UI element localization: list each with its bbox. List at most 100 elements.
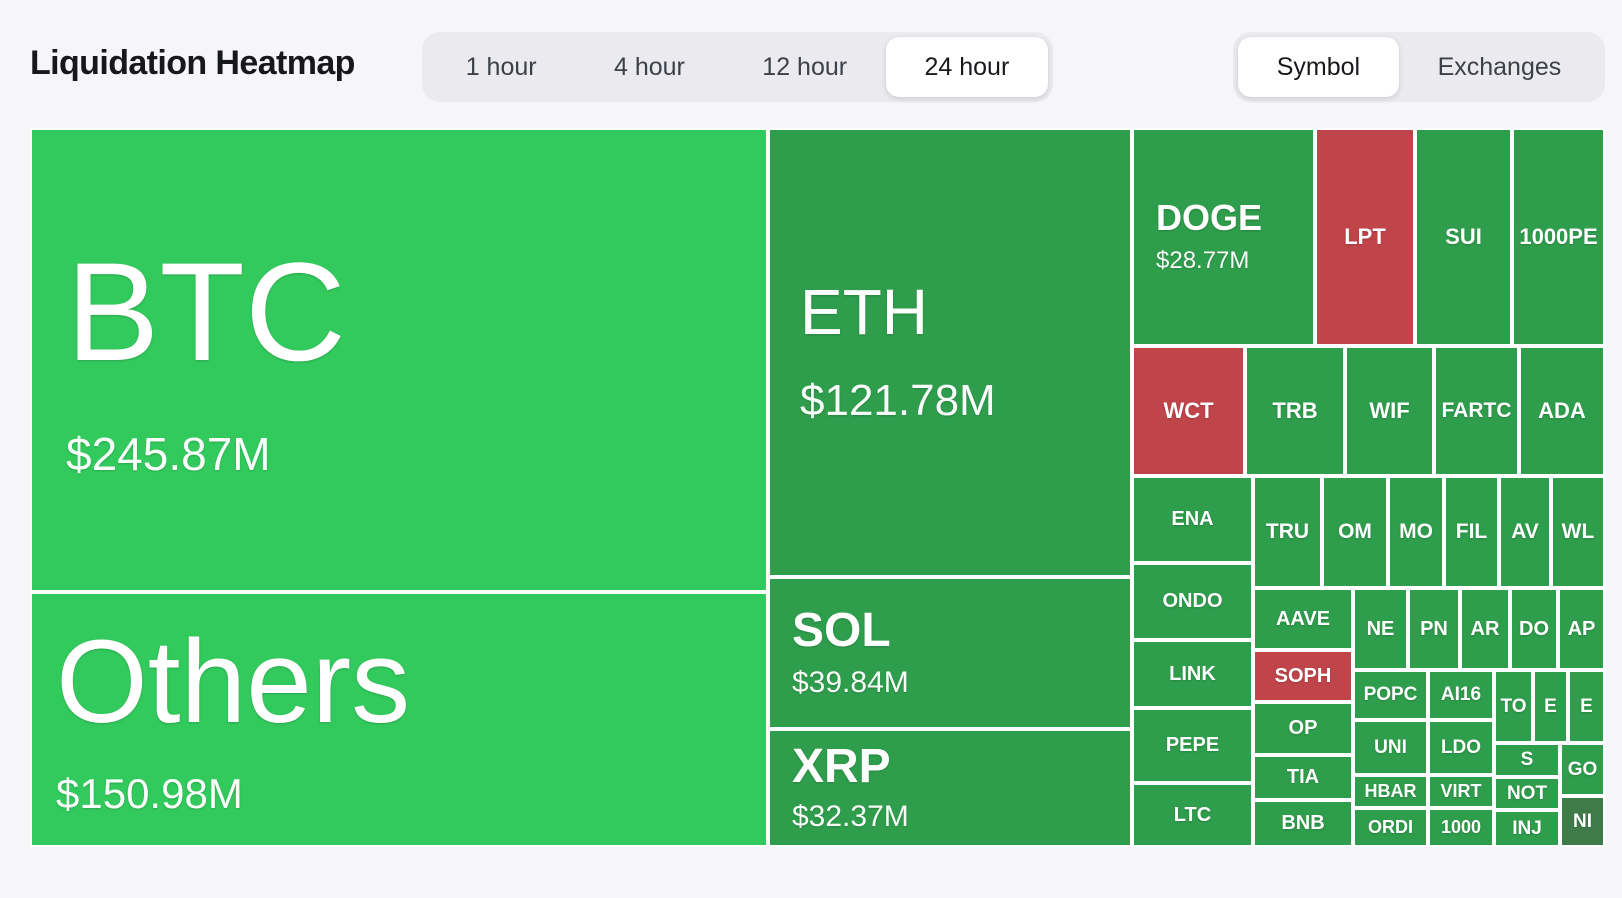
tile-not[interactable]: NOT: [1494, 777, 1560, 810]
tile-virt[interactable]: VIRT: [1428, 775, 1494, 808]
tile-symbol-label: 1000: [1440, 817, 1482, 838]
tile-symbol-label: AP: [1567, 617, 1596, 640]
tile-eth[interactable]: ETH $121.78M: [768, 128, 1132, 577]
tile-symbol-label: INJ: [1512, 817, 1542, 839]
tile-ai16[interactable]: AI16: [1428, 670, 1494, 720]
tile-ena[interactable]: ENA: [1132, 476, 1253, 563]
tile-om[interactable]: OM: [1322, 476, 1388, 588]
tile-symbol-label: SOPH: [1274, 664, 1332, 687]
tile-symbol-label: ONDO: [1162, 590, 1223, 613]
tile-ordi[interactable]: ORDI: [1353, 808, 1428, 847]
tile-ne[interactable]: NE: [1353, 588, 1408, 670]
tile-pepe[interactable]: PEPE: [1132, 708, 1253, 783]
tile-wif[interactable]: WIF: [1345, 346, 1434, 476]
tile-ltc[interactable]: LTC: [1132, 783, 1253, 847]
tile-inj[interactable]: INJ: [1494, 810, 1560, 847]
tile-popc[interactable]: POPC: [1353, 670, 1428, 720]
tile-symbol-label: LTC: [1173, 803, 1212, 826]
tile-trb[interactable]: TRB: [1245, 346, 1345, 476]
view-segmented-control: Symbol Exchanges: [1233, 32, 1605, 102]
tile-soph[interactable]: SOPH: [1253, 650, 1353, 702]
tile-symbol-label: E: [1580, 695, 1593, 717]
tile-bnb[interactable]: BNB: [1253, 800, 1353, 847]
tile-symbol-label: LPT: [1344, 223, 1386, 249]
tile-symbol-label: Others: [56, 616, 411, 749]
tile-sol[interactable]: SOL $39.84M: [768, 577, 1132, 729]
tile-ar[interactable]: AR: [1460, 588, 1510, 670]
tile-symbol-label: ETH: [800, 276, 928, 349]
tile-ada[interactable]: ADA: [1519, 346, 1605, 476]
view-tab-exchanges[interactable]: Exchanges: [1437, 52, 1562, 81]
tile-lpt[interactable]: LPT: [1315, 128, 1415, 346]
tile-sui[interactable]: SUI: [1415, 128, 1512, 346]
tile-symbol-label: 1000PE: [1519, 223, 1598, 249]
tile-value-label: $39.84M: [792, 665, 909, 699]
tile-symbol-label: OM: [1338, 520, 1372, 544]
tile-value-label: $28.77M: [1156, 246, 1250, 274]
tile-symbol-label: LINK: [1169, 662, 1216, 685]
tile-btc[interactable]: BTC $245.87M: [30, 128, 768, 592]
tile-symbol-label: POPC: [1363, 684, 1418, 706]
tile-uni[interactable]: UNI: [1353, 720, 1428, 775]
tile-op[interactable]: OP: [1253, 702, 1353, 755]
tile-e[interactable]: E: [1533, 670, 1568, 743]
tile-tru[interactable]: TRU: [1253, 476, 1322, 588]
tile-symbol-label: S: [1520, 749, 1534, 771]
tile-to[interactable]: TO: [1494, 670, 1533, 743]
tile-link[interactable]: LINK: [1132, 640, 1253, 708]
tile-ap[interactable]: AP: [1558, 588, 1605, 670]
page-title: Liquidation Heatmap: [30, 44, 355, 82]
tile-symbol-label: HBAR: [1364, 781, 1417, 802]
tile-xrp[interactable]: XRP $32.37M: [768, 729, 1132, 847]
tile-ldo[interactable]: LDO: [1428, 720, 1494, 775]
tile-symbol-label: WIF: [1369, 397, 1410, 423]
tile-symbol-label: PEPE: [1165, 734, 1220, 757]
tile-doge[interactable]: DOGE $28.77M: [1132, 128, 1315, 346]
tile-symbol-label: DOGE: [1156, 197, 1263, 239]
tile-symbol-label: SUI: [1445, 223, 1482, 249]
tile-others[interactable]: Others $150.98M: [30, 592, 768, 847]
tile-symbol-label: FARTC: [1441, 399, 1512, 423]
time-tab-24-hour[interactable]: 24 hour: [885, 37, 1048, 97]
tile-symbol-label: ENA: [1171, 508, 1214, 531]
tile-ni[interactable]: NI: [1560, 796, 1605, 847]
tile-symbol-label: BTC: [66, 233, 346, 391]
tile-symbol-label: NE: [1366, 617, 1395, 640]
tile-mo[interactable]: MO: [1388, 476, 1444, 588]
tile-fartc[interactable]: FARTC: [1434, 346, 1519, 476]
tile-e[interactable]: E: [1568, 670, 1605, 743]
tile-symbol-label: ORDI: [1368, 817, 1413, 838]
tile-value-label: $121.78M: [800, 375, 996, 425]
tile-symbol-label: AAVE: [1275, 607, 1331, 630]
tile-do[interactable]: DO: [1510, 588, 1558, 670]
tile-1000pe[interactable]: 1000PE: [1512, 128, 1605, 346]
tile-ondo[interactable]: ONDO: [1132, 563, 1253, 640]
tile-symbol-label: GO: [1567, 758, 1598, 780]
view-tab-symbol[interactable]: Symbol: [1238, 37, 1399, 97]
tile-fil[interactable]: FIL: [1444, 476, 1499, 588]
tile-pn[interactable]: PN: [1408, 588, 1460, 670]
tile-go[interactable]: GO: [1560, 743, 1605, 796]
tile-symbol-label: BNB: [1281, 812, 1325, 835]
time-range-segmented-control: 1 hour 4 hour 12 hour 24 hour: [422, 32, 1053, 102]
tile-wl[interactable]: WL: [1551, 476, 1605, 588]
time-tab-12-hour[interactable]: 12 hour: [762, 52, 848, 81]
tile-symbol-label: ADA: [1538, 397, 1586, 423]
time-tab-4-hour[interactable]: 4 hour: [614, 52, 685, 81]
tile-symbol-label: OP: [1288, 717, 1318, 740]
tile-symbol-label: AI16: [1440, 684, 1482, 706]
tile-tia[interactable]: TIA: [1253, 755, 1353, 800]
tile-1000[interactable]: 1000: [1428, 808, 1494, 847]
tile-symbol-label: AV: [1511, 520, 1539, 544]
tile-s[interactable]: S: [1494, 743, 1560, 777]
tile-symbol-label: TO: [1500, 695, 1527, 717]
tile-symbol-label: XRP: [792, 740, 891, 794]
tile-aave[interactable]: AAVE: [1253, 588, 1353, 650]
tile-hbar[interactable]: HBAR: [1353, 775, 1428, 808]
tile-av[interactable]: AV: [1499, 476, 1551, 588]
tile-symbol-label: TRB: [1272, 397, 1318, 423]
tile-value-label: $150.98M: [56, 769, 243, 817]
tile-wct[interactable]: WCT: [1132, 346, 1245, 476]
time-tab-1-hour[interactable]: 1 hour: [465, 52, 537, 81]
